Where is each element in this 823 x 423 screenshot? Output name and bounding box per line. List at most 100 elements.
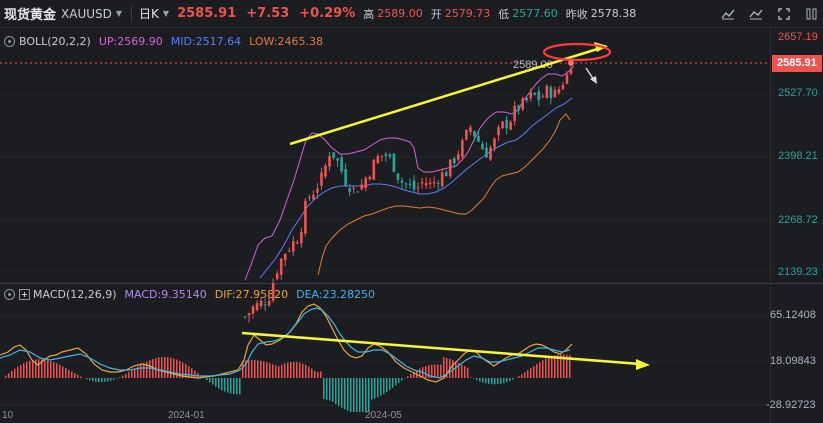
macd-bar	[455, 361, 457, 378]
macd-bar	[386, 378, 388, 393]
price-axis[interactable]: 2657.19 2527.70 2398.21 2268.72 2139.23 …	[771, 28, 823, 283]
macd-tick: -28.92723	[766, 399, 816, 411]
macd-bar	[71, 371, 73, 378]
candle-body	[291, 241, 295, 252]
macd-bar	[467, 367, 469, 378]
macd-bar	[5, 375, 7, 378]
dif-line	[0, 303, 573, 383]
symbol-name[interactable]: 现货黄金	[4, 8, 57, 23]
last-price: 2585.91	[177, 6, 237, 21]
dea-value: DEA:23.28250	[296, 288, 376, 301]
fullscreen-icon[interactable]	[773, 3, 795, 25]
candle-body	[255, 303, 259, 311]
separator	[131, 5, 133, 22]
low-value: 2577.60	[512, 7, 558, 20]
price-change: +7.53	[246, 6, 290, 21]
candle-body	[444, 172, 448, 177]
candle-body	[372, 159, 376, 180]
macd-bar	[305, 364, 307, 378]
macd-bar	[338, 378, 340, 406]
boll-name[interactable]: BOLL(20,2,2)	[19, 35, 91, 48]
compare-icon[interactable]	[745, 3, 767, 25]
visibility-icon[interactable]	[4, 36, 15, 47]
boll-low-line	[317, 113, 571, 276]
macd-bar	[545, 358, 547, 378]
macd-bar	[392, 378, 394, 388]
current-price-tag: 2585.91	[772, 55, 822, 72]
candle-body	[509, 121, 512, 130]
symbol-code[interactable]: XAUUSD	[61, 6, 112, 21]
macd-bar	[350, 378, 352, 412]
visibility-icon[interactable]	[4, 289, 15, 300]
candle-body	[545, 85, 549, 98]
macd-bar	[293, 361, 295, 378]
candle-body	[247, 313, 251, 318]
macd-bar	[110, 378, 112, 381]
candle-body	[541, 96, 545, 98]
macd-bar	[242, 361, 244, 378]
macd-bar	[263, 361, 265, 378]
prev-close-value: 2578.38	[590, 7, 637, 20]
candle-body	[287, 250, 291, 252]
macd-divergence-trendline[interactable]	[241, 331, 641, 366]
panel-divider[interactable]	[0, 283, 823, 284]
macd-bar	[302, 363, 304, 378]
candlestick-series	[243, 66, 573, 323]
macd-bar	[539, 362, 541, 378]
macd-bar	[536, 363, 538, 378]
candle-body	[267, 301, 271, 306]
more-icon[interactable]	[801, 3, 823, 25]
macd-bar	[485, 378, 487, 384]
macd-bar	[395, 378, 397, 386]
macd-bar	[206, 378, 208, 381]
macd-bar	[566, 354, 568, 378]
candle-body	[376, 156, 380, 164]
macd-bar	[224, 378, 226, 392]
macd-bar	[494, 378, 496, 385]
macd-bar	[125, 374, 127, 378]
macd-bar	[551, 356, 553, 378]
macd-bar	[440, 364, 442, 378]
candle-body	[424, 183, 428, 186]
macd-bar	[158, 357, 160, 378]
candle-body	[557, 89, 561, 93]
resistance-trendline[interactable]	[289, 45, 605, 146]
expand-icon[interactable]	[19, 289, 30, 300]
macd-bar	[86, 378, 88, 380]
candle-body	[283, 253, 287, 261]
macd-bar	[140, 364, 142, 378]
macd-bar	[479, 378, 481, 382]
chart-price-label: 2589.00	[513, 59, 553, 71]
macd-bar	[176, 359, 178, 378]
macd-bar	[44, 359, 46, 378]
price-change-percent: +0.29%	[299, 6, 356, 21]
macd-bar	[497, 378, 499, 385]
candle-body	[461, 140, 464, 157]
macd-axis[interactable]: 65.12408 18.09843 -28.92723	[760, 284, 823, 423]
period-dropdown-icon[interactable]: ▼	[162, 9, 170, 18]
macd-bar	[20, 364, 22, 378]
macd-name[interactable]: MACD(12,26,9)	[33, 288, 117, 301]
macd-bar	[560, 354, 562, 378]
macd-bar	[461, 364, 463, 378]
period-selector[interactable]: 日K	[139, 7, 159, 21]
symbol-dropdown-icon[interactable]: ▼	[115, 9, 123, 18]
macd-bar	[533, 365, 535, 378]
chart-line-icon[interactable]	[717, 3, 739, 25]
macd-bar	[41, 359, 43, 378]
macd-bar	[458, 362, 460, 378]
macd-bar	[284, 363, 286, 378]
macd-bar	[65, 368, 67, 378]
highlight-circle[interactable]	[542, 42, 612, 62]
macd-bar	[92, 378, 94, 382]
macd-bar	[473, 378, 475, 379]
macd-bar	[194, 370, 196, 378]
macd-bar	[326, 378, 328, 400]
macd-bar	[257, 360, 259, 378]
chart-canvas[interactable]: 2589.00	[0, 28, 823, 423]
candle-body	[525, 97, 529, 101]
macd-bar	[74, 373, 76, 378]
macd-bar	[143, 363, 145, 378]
macd-bar	[47, 360, 49, 378]
candle-body	[396, 173, 400, 180]
